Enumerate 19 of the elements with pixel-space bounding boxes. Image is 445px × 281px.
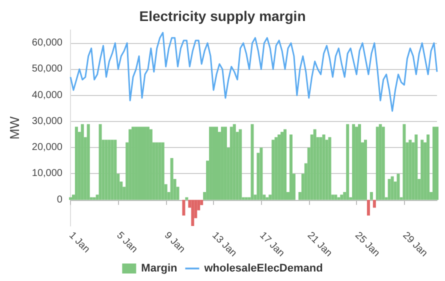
y-tick-label: 10,000: [32, 168, 63, 180]
legend-label: Margin: [141, 262, 178, 274]
chart-title: Electricity supply margin: [139, 8, 306, 24]
x-tick-label: 17 Jan: [257, 230, 286, 260]
y-tick-label: 40,000: [32, 90, 63, 101]
y-tick-label: 30,000: [32, 116, 63, 127]
x-tick-label: 29 Jan: [400, 230, 430, 260]
x-tick-label: 1 Jan: [66, 230, 92, 256]
y-axis-title: MW: [7, 116, 22, 140]
y-tick-label: 20,000: [32, 142, 63, 154]
x-tick-label: 13 Jan: [210, 230, 239, 260]
y-tick-label: 50,000: [32, 64, 63, 75]
y-tick-label: 60,000: [32, 38, 63, 49]
x-tick-label: 21 Jan: [304, 230, 334, 260]
x-tick-label: 9 Jan: [162, 230, 188, 256]
y-tick-label: 0: [56, 194, 63, 206]
x-tick-label: 5 Jan: [114, 230, 140, 256]
x-tick-label: 25 Jan: [352, 230, 382, 260]
legend-label: wholesaleElecDemand: [203, 262, 323, 274]
